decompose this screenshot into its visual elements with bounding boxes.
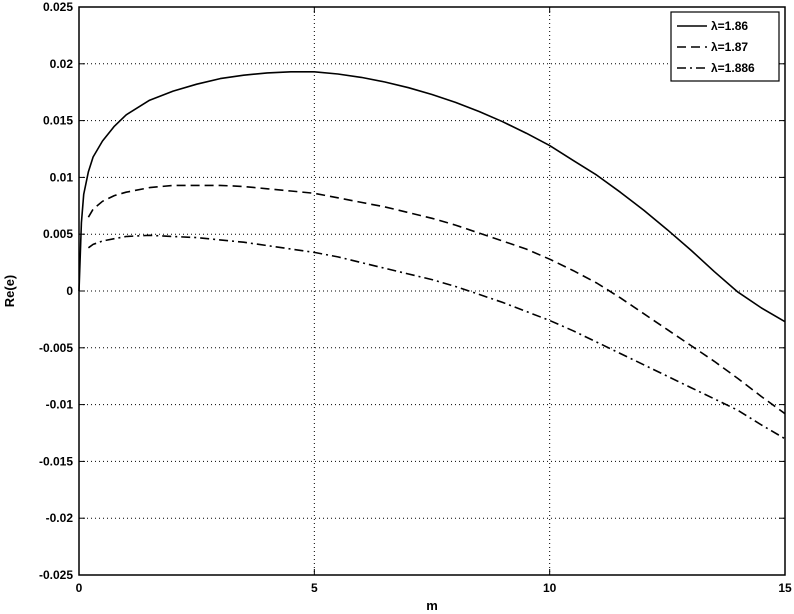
ticks: 0 5 10 15 0.025 0.02 0.015 0.01 0.005 0 -0.005 -0.0… bbox=[39, 0, 792, 595]
y-tick-label: 0 bbox=[66, 284, 73, 298]
y-tick-label: 0.025 bbox=[43, 0, 73, 14]
series-line-2 bbox=[87, 184, 786, 415]
legend-label: λ=1.86 bbox=[711, 19, 748, 33]
legend: λ=1.86 λ=1.87 λ=1.886 bbox=[670, 11, 780, 82]
y-tick-label: 0.015 bbox=[43, 114, 73, 128]
series-line-3 bbox=[87, 234, 786, 440]
x-axis-label: m bbox=[426, 598, 438, 613]
legend-label: λ=1.886 bbox=[711, 61, 755, 75]
y-tick-label: -0.01 bbox=[46, 398, 74, 412]
y-tick-label: 0.02 bbox=[50, 57, 74, 71]
legend-box bbox=[670, 11, 780, 82]
y-tick-label: -0.005 bbox=[39, 341, 73, 355]
y-tick-label: -0.015 bbox=[39, 454, 73, 468]
legend-label: λ=1.87 bbox=[711, 40, 748, 54]
y-tick-label: 0.005 bbox=[43, 227, 73, 241]
y-tick-label: -0.025 bbox=[39, 568, 73, 582]
grid bbox=[79, 7, 785, 575]
y-tick-label: -0.02 bbox=[46, 511, 74, 525]
x-tick-label: 0 bbox=[76, 581, 83, 595]
x-tick-label: 15 bbox=[778, 581, 792, 595]
series-lines bbox=[78, 71, 786, 440]
y-tick-label: 0.01 bbox=[50, 170, 74, 184]
series-line-1 bbox=[78, 71, 786, 323]
x-tick-label: 5 bbox=[311, 581, 318, 595]
x-tick-label: 10 bbox=[543, 581, 557, 595]
y-axis-label: Re(e) bbox=[2, 275, 17, 308]
